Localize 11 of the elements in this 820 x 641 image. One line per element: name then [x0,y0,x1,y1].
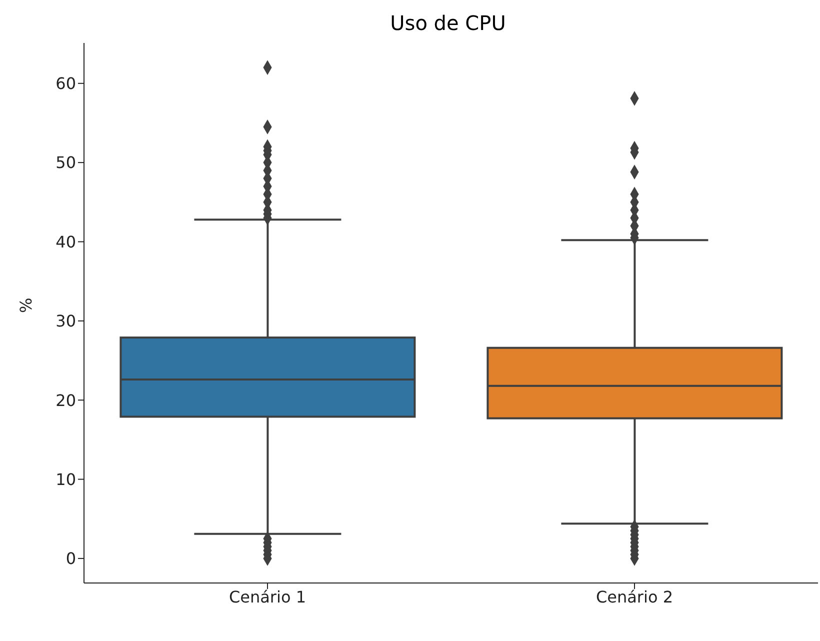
x-tick-label: Cenário 1 [228,587,306,606]
y-tick-label: 30 [56,312,76,331]
y-tick-label: 60 [56,74,76,94]
y-tick-label: 20 [56,390,76,410]
y-tick-label: 40 [56,232,76,252]
y-tick-label: 50 [56,153,76,172]
chart-title: Uso de CPU [389,10,507,37]
y-axis-title: % [16,298,36,313]
y-tick-label: 0 [66,549,76,568]
y-tick-label: 10 [56,470,76,489]
x-tick-label: Cenário 2 [596,587,674,606]
